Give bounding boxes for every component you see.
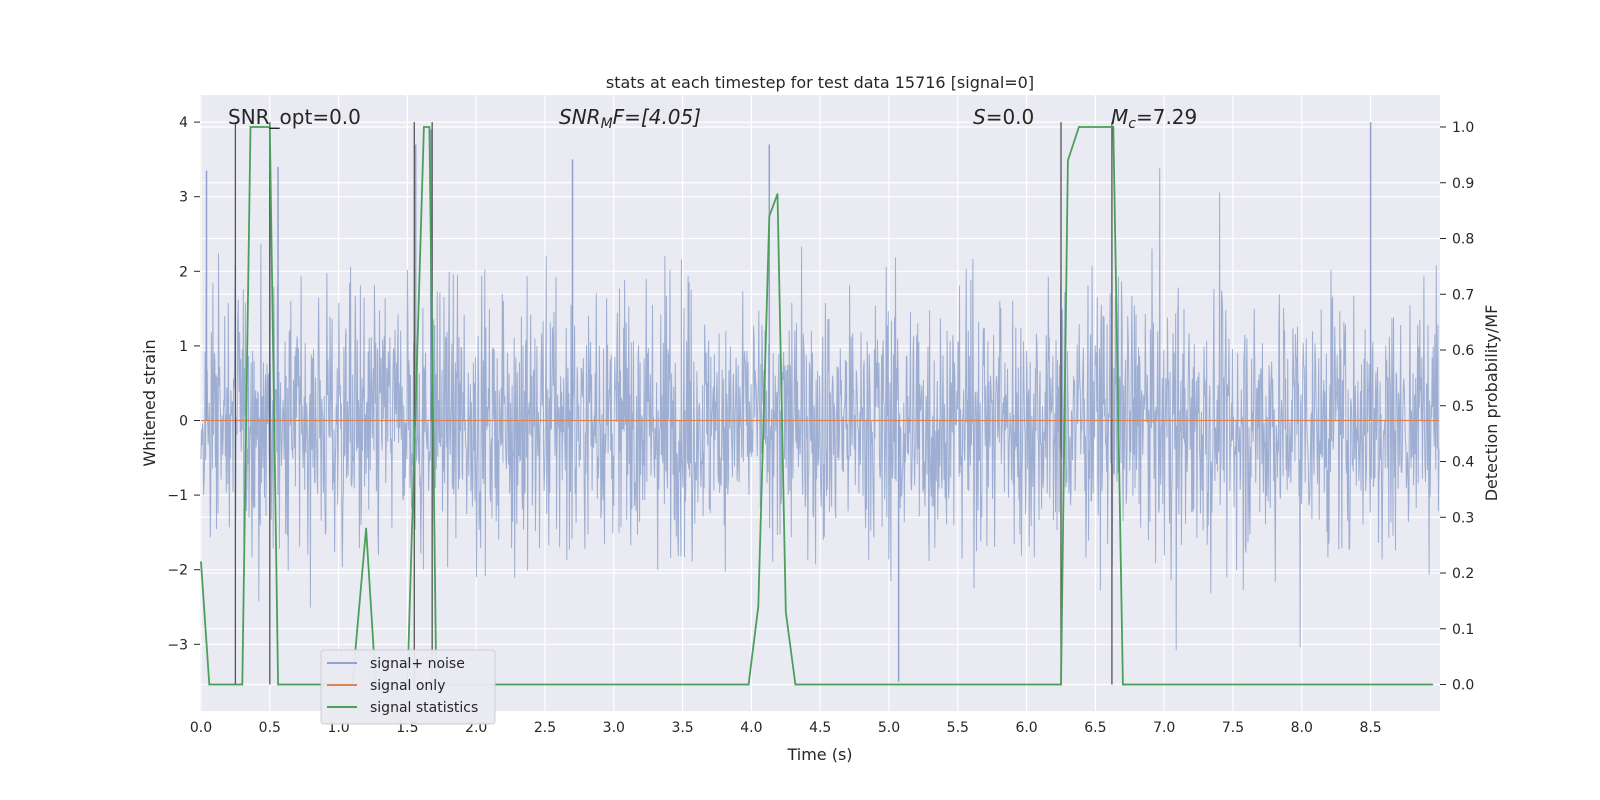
statistics-point — [1124, 683, 1127, 686]
noise-line — [200, 168, 1440, 651]
statistics-point — [768, 215, 771, 217]
x-tick-label: 6.0 — [1015, 720, 1037, 736]
statistics-point — [233, 683, 235, 686]
statistics-point — [241, 683, 244, 686]
statistics-point — [282, 683, 285, 686]
statistics-point — [736, 683, 739, 686]
annotation-s: S=0.0 — [973, 105, 1034, 129]
legend-label-statistics: signal statistics — [370, 700, 478, 716]
statistics-point — [757, 605, 760, 608]
statistics-point — [785, 611, 787, 613]
x-tick-label: 2.5 — [534, 720, 556, 736]
statistics-point — [805, 683, 808, 686]
y-tick-label: 3 — [179, 190, 188, 206]
y-tick-label: 0 — [179, 414, 188, 430]
y-tick-label: 2 — [179, 264, 188, 280]
x-tick-label: 7.5 — [1222, 720, 1244, 736]
y-right-tick-label: 0.8 — [1452, 232, 1474, 248]
x-tick-label: 8.0 — [1291, 720, 1313, 736]
y-right-tick-label: 0.3 — [1452, 510, 1474, 526]
x-tick-label: 4.0 — [740, 720, 762, 736]
statistics-point — [794, 683, 797, 686]
statistics-point — [1122, 683, 1124, 686]
statistics-point — [277, 683, 279, 686]
statistics-point — [208, 683, 211, 686]
tick-labels: 0.0 0.5 1.0 1.5 2.0 2.5 3.0 3.5 4.0 4.5 5.0 5.5 6.0 6… — [167, 115, 1474, 736]
y-right-tick-label: 0.7 — [1452, 287, 1474, 303]
annotation-mc: Mc=7.29 — [1111, 105, 1197, 132]
x-tick-label: 0.0 — [190, 720, 212, 736]
y-right-tick-label: 0.5 — [1452, 399, 1474, 415]
x-tick-label: 5.0 — [878, 720, 900, 736]
x-tick-label: 6.5 — [1084, 720, 1106, 736]
y-tick-label: −2 — [167, 563, 188, 579]
y-tick-label: 4 — [179, 115, 188, 131]
y-right-tick-label: 1.0 — [1452, 120, 1474, 136]
annotation-snr-mf: SNRMF=[4.05] — [559, 105, 701, 132]
statistics-point — [776, 193, 779, 195]
y-axis-label: Whitened strain — [140, 339, 159, 466]
statistics-point — [365, 527, 367, 530]
x-tick-label: 7.0 — [1153, 720, 1175, 736]
y-axis-right-label: Detection probability/MF — [1482, 305, 1501, 502]
statistics-point — [423, 126, 425, 128]
chart-title: stats at each timestep for test data 157… — [606, 73, 1034, 92]
y-right-tick-label: 0.6 — [1452, 343, 1474, 359]
legend-label-signal: signal only — [370, 678, 445, 694]
y-right-tick-label: 0.1 — [1452, 622, 1474, 638]
x-tick-label: 8.5 — [1359, 720, 1381, 736]
statistics-point — [200, 561, 202, 563]
statistics-point — [249, 126, 252, 128]
x-tick-label: 3.0 — [603, 720, 625, 736]
annotation-snr-opt: SNR_opt=0.0 — [228, 105, 361, 129]
x-tick-label: 3.5 — [671, 720, 693, 736]
statistics-point — [1431, 683, 1434, 686]
statistics-point — [747, 683, 750, 686]
x-tick-label: 5.5 — [947, 720, 969, 736]
legend-label-noise: signal+ noise — [370, 656, 465, 672]
statistics-point — [260, 126, 263, 128]
y-right-tick-label: 0.4 — [1452, 455, 1474, 471]
legend-box — [320, 649, 496, 725]
statistics-point — [269, 126, 271, 128]
x-axis-label: Time (s) — [786, 745, 852, 764]
statistics-point — [220, 683, 223, 686]
statistics-point — [428, 126, 431, 128]
y-tick-label: −1 — [167, 488, 188, 504]
statistics-point — [1060, 683, 1062, 686]
statistics-point — [1078, 126, 1080, 128]
y-right-tick-label: 0.2 — [1452, 566, 1474, 582]
statistics-point — [291, 683, 293, 686]
statistics-point — [1087, 126, 1090, 128]
y-right-tick-label: 0.9 — [1452, 176, 1474, 192]
y-right-tick-label: 0.0 — [1452, 678, 1474, 694]
legend: signal+ noise signal only signal statist… — [320, 649, 496, 725]
statistics-point — [1067, 159, 1069, 162]
statistics-point — [1101, 126, 1104, 128]
statistics-point — [1112, 126, 1115, 128]
x-tick-label: 0.5 — [259, 720, 281, 736]
y-tick-label: 1 — [179, 339, 188, 355]
y-tick-label: −3 — [167, 637, 188, 653]
x-tick-label: 4.5 — [809, 720, 831, 736]
